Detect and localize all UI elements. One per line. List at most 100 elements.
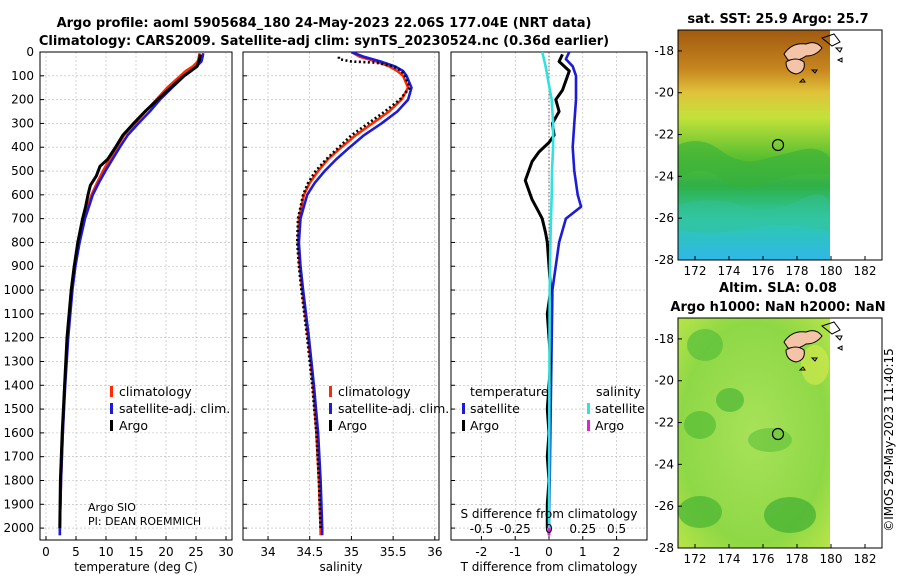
lat-tick-label: -24	[654, 169, 674, 183]
sla-map: Altim. SLA: 0.08 Argo h1000: NaN h2000: …	[654, 281, 885, 566]
temperature-series	[58, 52, 205, 536]
salinity-axes	[242, 51, 440, 541]
island-viti-levu	[785, 346, 805, 363]
temperature-panel: 0100200300400500600700800900100011001200…	[3, 45, 233, 574]
legend-label-climatology: climatology	[119, 384, 192, 399]
figure-subtitle: Climatology: CARS2009. Satellite-adj cli…	[39, 34, 609, 49]
series-argo	[295, 56, 412, 529]
depth-tick-label: 1000	[3, 283, 34, 297]
salinity-difference-tick-label: -0.25	[500, 522, 531, 536]
salinity-xlabel: salinity	[319, 560, 362, 574]
salinity-ticks: 34 34.5 35 35.5 36	[243, 51, 442, 559]
lat-tick-label: -20	[654, 374, 674, 388]
lon-tick-label: 178	[786, 264, 809, 278]
legend-title-salinity: salinity	[596, 384, 641, 399]
lat-tick-label: -20	[654, 86, 674, 100]
x-tick-label: 34	[260, 545, 275, 559]
float-owner: Argo SIO	[88, 501, 136, 514]
small-islands	[798, 47, 843, 83]
lon-tick-label: 172	[684, 552, 707, 566]
legend-title-temperature: temperature	[470, 384, 549, 399]
lat-tick-label: -18	[654, 332, 674, 346]
lon-tick-label: 180	[820, 552, 843, 566]
depth-tick-label: 700	[11, 212, 34, 226]
series-climatology	[296, 52, 410, 536]
legend-swatch-temp-argo	[462, 420, 465, 431]
sla-patch	[748, 428, 792, 452]
x-tick-label: -2	[475, 545, 487, 559]
lon-tick-label: 182	[854, 264, 877, 278]
lat-tick-label: -26	[654, 499, 674, 513]
legend-label-argo: Argo	[338, 418, 367, 433]
legend-swatch-sal-satellite	[587, 403, 590, 414]
argo-float-marker	[771, 138, 785, 152]
x-tick-label: 35	[344, 545, 359, 559]
sla-map-title: Altim. SLA: 0.08	[719, 281, 837, 296]
sla-patch	[764, 497, 816, 533]
island-taveuni	[820, 321, 841, 335]
salinity-grid	[243, 51, 439, 540]
x-tick-label: 34.5	[296, 545, 323, 559]
sst-land-mask	[830, 30, 882, 260]
legend-label-sal-argo: Argo	[595, 418, 624, 433]
difference-legend: temperature salinity satellite Argo sate…	[462, 384, 645, 433]
argo-float-marker	[771, 427, 785, 441]
island-taveuni	[820, 33, 841, 47]
sla-map-subtitle: Argo h1000: NaN h2000: NaN	[670, 300, 885, 315]
x-tick-label: 5	[72, 545, 80, 559]
float-pi: PI: DEAN ROEMMICH	[88, 515, 201, 528]
lon-tick-label: 174	[718, 264, 741, 278]
x-tick-label: 25	[188, 545, 203, 559]
sst-anomaly-band	[678, 141, 830, 188]
temperature-ticks: 0100200300400500600700800900100011001200…	[3, 45, 233, 559]
salinity-difference-tick-label: -0.5	[470, 522, 493, 536]
depth-tick-label: 800	[11, 235, 34, 249]
lon-tick-label: 182	[854, 552, 877, 566]
legend-label-satellite: satellite-adj. clim.	[338, 401, 449, 416]
temperature-grid	[40, 51, 232, 540]
sla-patch	[801, 345, 829, 385]
temperature-difference-xlabel: T difference from climatology	[460, 560, 638, 574]
depth-tick-label: 2000	[3, 521, 34, 535]
legend-swatch-climatology	[110, 386, 113, 397]
salinity-legend: climatology satellite-adj. clim. Argo	[329, 384, 449, 433]
legend-label-sal-satellite: satellite	[595, 401, 645, 416]
depth-tick-label: 1300	[3, 354, 34, 368]
x-tick-label: 10	[98, 545, 113, 559]
depth-tick-label: 1500	[3, 402, 34, 416]
x-tick-label: 0	[42, 545, 50, 559]
salinity-difference-ticks: -0.5 -0.25 0 0.25 0.5	[470, 522, 626, 536]
timestamp: ©IMOS 29-May-2023 11:40:15	[882, 348, 896, 532]
lon-tick-label: 178	[786, 552, 809, 566]
depth-tick-label: 900	[11, 259, 34, 273]
series-argo	[58, 54, 202, 529]
x-tick-label: 1	[579, 545, 587, 559]
sst-map-axes	[677, 29, 883, 261]
depth-tick-label: 600	[11, 188, 34, 202]
x-tick-label: 2	[613, 545, 621, 559]
lat-tick-label: -22	[654, 416, 674, 430]
lat-tick-label: -18	[654, 44, 674, 58]
salinity-difference-tick-label: 0	[545, 522, 553, 536]
sla-patch	[684, 411, 716, 439]
temperature-legend: climatology satellite-adj. clim. Argo	[110, 384, 230, 433]
legend-swatch-satellite	[329, 403, 332, 414]
legend-swatch-argo	[329, 420, 332, 431]
legend-label-climatology: climatology	[338, 384, 411, 399]
legend-swatch-satellite	[110, 403, 113, 414]
x-tick-label: 0	[545, 545, 553, 559]
depth-tick-label: 300	[11, 116, 34, 130]
depth-tick-label: 1900	[3, 497, 34, 511]
sla-land-mask	[830, 318, 882, 548]
salinity-panel: 34 34.5 35 35.5 36 salinity climatology sate…	[242, 51, 449, 574]
salinity-difference-tick-label: 0.25	[569, 522, 596, 536]
depth-tick-label: 1700	[3, 450, 34, 464]
legend-label-satellite: satellite-adj. clim.	[119, 401, 230, 416]
sst-cool-band	[678, 194, 830, 233]
sst-map: sat. SST: 25.9 Argo: 25.7 172 174 176 178 18…	[654, 12, 883, 278]
legend-swatch-argo	[110, 420, 113, 431]
x-tick-label: 15	[128, 545, 143, 559]
depth-tick-label: 1800	[3, 473, 34, 487]
sla-patch	[678, 496, 722, 528]
lat-tick-label: -26	[654, 211, 674, 225]
